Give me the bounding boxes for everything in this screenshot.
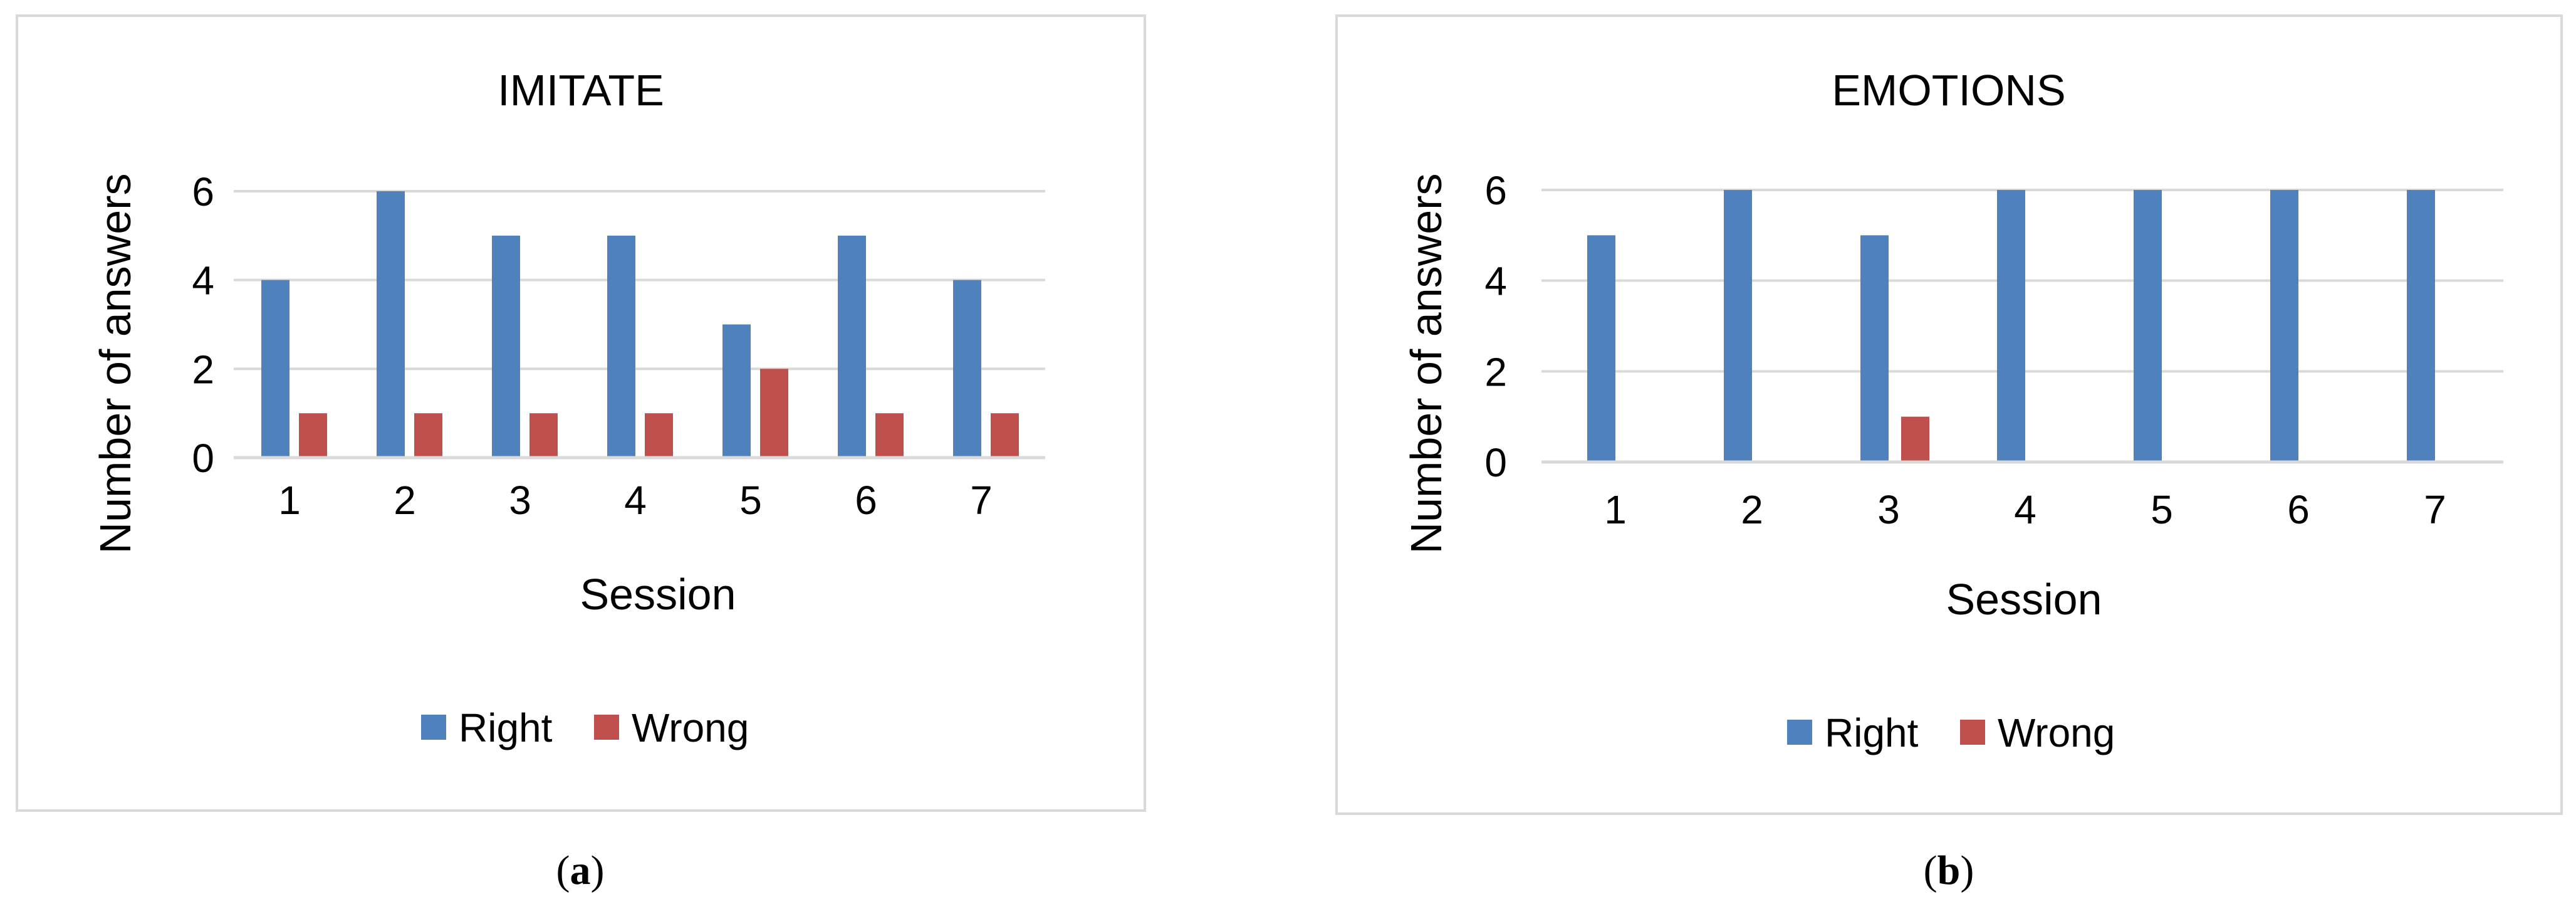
y-tick-label: 4 xyxy=(1484,259,1507,304)
legend-swatch-wrong xyxy=(594,715,619,740)
bar-right-session-6 xyxy=(838,235,866,458)
bar-right-session-7 xyxy=(2407,190,2435,462)
x-tick-label: 4 xyxy=(2014,487,2036,532)
legend: Right Wrong xyxy=(421,705,749,750)
legend-label-wrong: Wrong xyxy=(632,705,749,750)
panel-label-a-letter: a xyxy=(570,848,591,893)
gridlines xyxy=(234,190,1045,370)
y-tick-labels: 0 2 4 6 xyxy=(192,169,214,481)
x-tick-label: 2 xyxy=(1741,487,1763,532)
bar-wrong-session-5 xyxy=(760,369,788,458)
legend-swatch-right xyxy=(421,715,446,740)
bar-wrong-session-1 xyxy=(299,413,327,458)
y-tick-label: 6 xyxy=(1484,168,1507,213)
bar-wrong-session-6 xyxy=(875,413,904,458)
x-tick-label: 7 xyxy=(2424,487,2446,532)
bar-right-session-7 xyxy=(953,280,981,458)
legend-item-wrong: Wrong xyxy=(594,705,749,750)
bar-right-session-6 xyxy=(2270,190,2298,462)
panel-label-b: (b) xyxy=(1924,848,1974,893)
bar-right-session-1 xyxy=(1587,235,1615,462)
x-tick-label: 3 xyxy=(509,478,531,523)
chart-title: EMOTIONS xyxy=(1832,66,2065,115)
bar-right-session-4 xyxy=(1997,190,2025,462)
bar-wrong-session-4 xyxy=(645,413,673,458)
x-tick-label: 4 xyxy=(624,478,647,523)
y-tick-label: 2 xyxy=(1484,349,1507,394)
panel-label-a-open: ( xyxy=(556,848,570,893)
bar-right-session-1 xyxy=(261,280,289,458)
chart-frame xyxy=(1335,14,2563,815)
panel-label-a: (a) xyxy=(556,848,605,893)
bar-right-session-2 xyxy=(377,191,405,458)
legend: Right Wrong xyxy=(1787,710,2115,755)
bar-wrong-session-2 xyxy=(414,413,442,458)
chart-panel-a: IMITATE 0 2 4 6 1 2 3 4 5 6 7 Session Number of a… xyxy=(16,14,1146,812)
legend-label-right: Right xyxy=(459,705,553,750)
y-tick-label: 6 xyxy=(192,169,214,214)
bar-wrong-session-3 xyxy=(529,413,558,458)
x-tick-label: 5 xyxy=(739,478,762,523)
legend-swatch-wrong xyxy=(1960,720,1985,745)
bar-right-session-4 xyxy=(607,235,635,458)
panel-label-b-letter: b xyxy=(1937,848,1961,893)
y-axis-label: Number of answers xyxy=(91,174,140,554)
x-axis-label: Session xyxy=(580,570,736,619)
legend-label-right: Right xyxy=(1825,710,1919,755)
y-axis-label: Number of answers xyxy=(1402,174,1451,554)
x-tick-label: 3 xyxy=(1877,487,1900,532)
x-tick-labels: 1 2 3 4 5 6 7 xyxy=(1604,487,2446,532)
x-tick-label: 6 xyxy=(2287,487,2310,532)
bar-wrong-session-7 xyxy=(991,413,1019,458)
legend-swatch-right xyxy=(1787,720,1812,745)
bar-right-session-5 xyxy=(722,324,751,458)
x-axis-label: Session xyxy=(1946,575,2102,624)
legend-label-wrong: Wrong xyxy=(1998,710,2115,755)
x-tick-label: 6 xyxy=(855,478,877,523)
y-tick-label: 4 xyxy=(192,258,214,303)
legend-item-right: Right xyxy=(421,705,553,750)
y-tick-label: 2 xyxy=(192,347,214,392)
bars xyxy=(1587,190,2435,462)
chart-panel-b: EMOTIONS 0 2 4 6 1 2 3 4 5 6 7 Session Number of … xyxy=(1335,14,2563,815)
y-tick-labels: 0 2 4 6 xyxy=(1484,168,1507,485)
x-tick-labels: 1 2 3 4 5 6 7 xyxy=(278,478,993,523)
bar-wrong-session-3 xyxy=(1901,416,1929,462)
legend-item-wrong: Wrong xyxy=(1960,710,2115,755)
bars xyxy=(261,191,1019,458)
bar-right-session-3 xyxy=(492,235,520,458)
bar-right-session-2 xyxy=(1724,190,1752,462)
bar-right-session-3 xyxy=(1860,235,1889,462)
panel-label-b-open: ( xyxy=(1924,848,1937,893)
panel-label-b-close: ) xyxy=(1960,848,1974,893)
y-tick-label: 0 xyxy=(192,436,214,481)
x-tick-label: 1 xyxy=(1604,487,1627,532)
x-tick-label: 2 xyxy=(394,478,416,523)
x-tick-label: 7 xyxy=(970,478,993,523)
legend-item-right: Right xyxy=(1787,710,1919,755)
chart-title: IMITATE xyxy=(498,66,664,115)
bar-right-session-5 xyxy=(2134,190,2162,462)
x-tick-label: 1 xyxy=(278,478,301,523)
panel-label-a-close: ) xyxy=(591,848,605,893)
x-tick-label: 5 xyxy=(2151,487,2173,532)
y-tick-label: 0 xyxy=(1484,440,1507,485)
